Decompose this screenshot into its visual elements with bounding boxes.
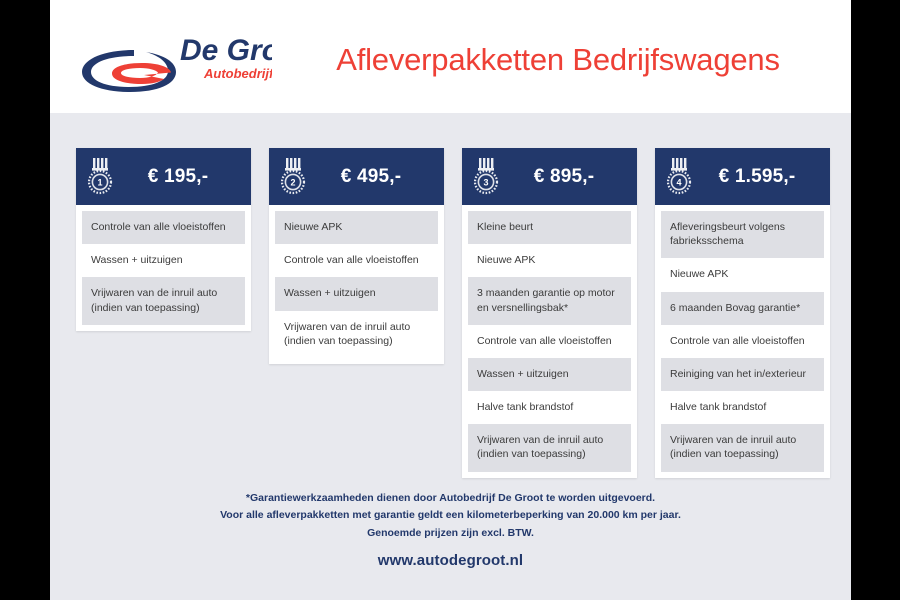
logo-wordmark: De Groot: [180, 34, 272, 67]
package-card-2: 2 € 495,- Nieuwe APK Controle van alle vloe…: [269, 148, 444, 364]
page-header: De Groot Autobedrijf Afleverpakketten Be…: [50, 0, 851, 113]
medal-icon: 1: [85, 157, 115, 197]
package-card-3: 3 € 895,- Kleine beurt Nieuwe APK 3 maanden …: [462, 148, 637, 478]
disclaimer-line-1: *Garantiewerkzaamheden dienen door Autob…: [245, 492, 656, 504]
feature-item: Controle van alle vloeistoffen: [82, 211, 245, 245]
feature-item: Afleveringsbeurt volgens fabrieksschema: [661, 211, 824, 259]
package-feature-list: Nieuwe APK Controle van alle vloeistoffen…: [269, 205, 444, 364]
feature-item: Vrijwaren van de inruil auto (indien van…: [661, 424, 824, 472]
feature-item: 6 maanden Bovag garantie*: [661, 291, 824, 325]
svg-text:1: 1: [97, 177, 102, 187]
disclaimer-text: *Garantiewerkzaamheden dienen door Autob…: [50, 490, 851, 542]
poster-stage: De Groot Autobedrijf Afleverpakketten Be…: [50, 0, 851, 600]
medal-icon: 3: [471, 157, 501, 197]
feature-item: Halve tank brandstof: [661, 391, 824, 425]
logo-subtitle: Autobedrijf: [203, 66, 272, 81]
svg-text:2: 2: [290, 177, 295, 187]
package-header-2: 2 € 495,-: [269, 148, 444, 205]
feature-item: Reiniging van het in/exterieur: [661, 357, 824, 392]
disclaimer-line-2: Voor alle afleverpakketten met garantie …: [220, 509, 681, 522]
feature-item: Nieuwe APK: [468, 244, 631, 278]
feature-item: Nieuwe APK: [661, 258, 824, 292]
package-header-4: 4 € 1.595,-: [655, 148, 830, 205]
logo-mark-icon: De Groot Autobedrijf: [82, 34, 272, 92]
package-header-1: 1 € 195,-: [76, 148, 251, 205]
package-card-4: 4 € 1.595,- Afleveringsbeurt volgens fabri…: [655, 148, 830, 478]
feature-item: Kleine beurt: [468, 211, 631, 245]
svg-text:3: 3: [483, 177, 488, 187]
page-title: Afleverpakketten Bedrijfswagens: [336, 42, 780, 77]
feature-item: Controle van alle vloeistoffen: [661, 324, 824, 358]
package-feature-list: Kleine beurt Nieuwe APK 3 maanden garantie…: [462, 205, 637, 478]
package-header-3: 3 € 895,-: [462, 148, 637, 205]
de-groot-logo: De Groot Autobedrijf: [72, 22, 272, 94]
package-price: € 895,-: [533, 165, 595, 187]
package-cards: 1 € 195,- Controle van alle vloeistoffen Wa…: [76, 148, 832, 478]
feature-item: Controle van alle vloeistoffen: [468, 324, 631, 358]
package-price: € 1.595,-: [718, 165, 796, 187]
package-price: € 495,-: [340, 165, 402, 187]
medal-icon: 2: [278, 157, 308, 197]
medal-icon: 4: [664, 157, 694, 197]
package-feature-list: Afleveringsbeurt volgens fabrieksschema N…: [655, 205, 830, 478]
feature-item: Vrijwaren van de inruil auto (indien van…: [275, 310, 438, 358]
package-card-1: 1 € 195,- Controle van alle vloeistoffen Wa…: [76, 148, 251, 331]
feature-item: Controle van alle vloeistoffen: [275, 244, 438, 278]
disclaimer-line-3: Genoemde prijzen zijn excl. BTW.: [367, 526, 534, 539]
svg-text:4: 4: [676, 177, 681, 187]
package-feature-list: Controle van alle vloeistoffen Wassen + u…: [76, 205, 251, 331]
feature-item: Halve tank brandstof: [468, 391, 631, 425]
website-url[interactable]: www.autodegroot.nl: [377, 552, 524, 569]
package-price: € 195,-: [147, 165, 209, 187]
feature-item: Wassen + uitzuigen: [275, 277, 438, 311]
feature-item: Vrijwaren van de inruil auto (indien van…: [82, 277, 245, 325]
feature-item: Wassen + uitzuigen: [82, 244, 245, 278]
feature-item: 3 maanden garantie op motor en versnelli…: [468, 277, 631, 325]
feature-item: Vrijwaren van de inruil auto (indien van…: [468, 424, 631, 472]
feature-item: Wassen + uitzuigen: [468, 357, 631, 392]
feature-item: Nieuwe APK: [275, 211, 438, 245]
